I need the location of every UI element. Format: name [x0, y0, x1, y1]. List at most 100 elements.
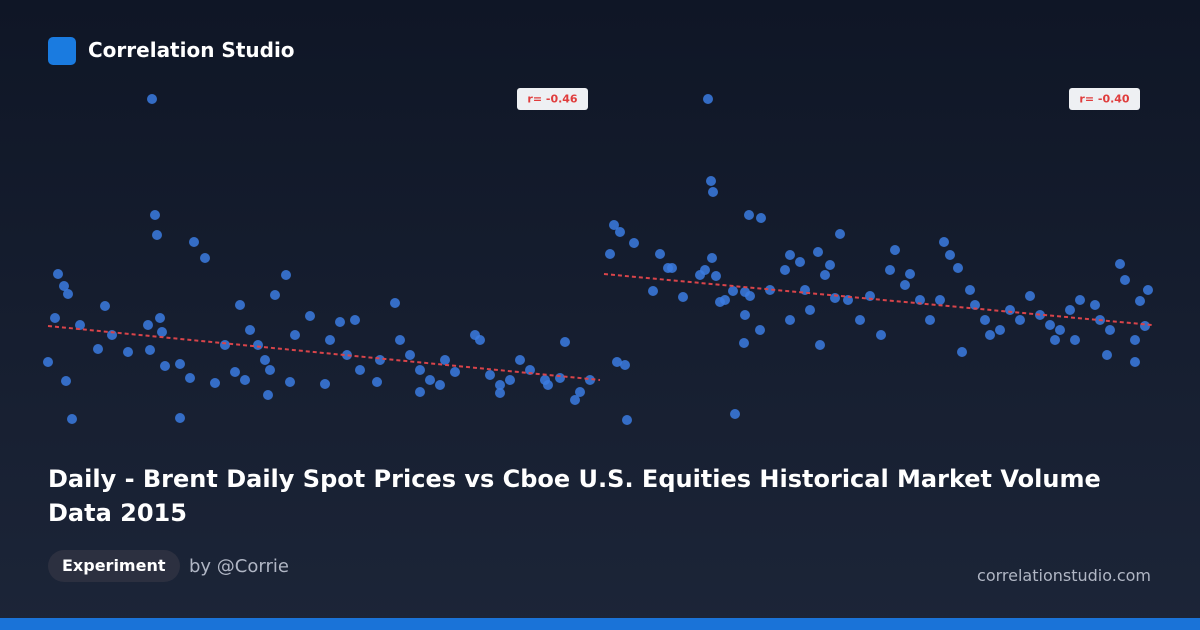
- title: Daily - Brent Daily Spot Prices vs Cboe …: [48, 465, 1101, 527]
- point: [1130, 335, 1140, 345]
- point: [935, 295, 945, 305]
- point: [925, 315, 935, 325]
- trend-line: [603, 273, 1153, 326]
- point: [575, 387, 585, 397]
- point: [93, 344, 103, 354]
- point: [270, 290, 280, 300]
- point: [63, 289, 73, 299]
- point: [495, 380, 505, 390]
- point: [155, 313, 165, 323]
- point: [143, 320, 153, 330]
- point: [375, 355, 385, 365]
- point: [965, 285, 975, 295]
- point: [415, 365, 425, 375]
- point: [795, 257, 805, 267]
- point: [405, 350, 415, 360]
- point: [175, 413, 185, 423]
- point: [1115, 259, 1125, 269]
- badge[interactable]: Experiment: [48, 550, 180, 582]
- point: [285, 377, 295, 387]
- point: [755, 325, 765, 335]
- r-badge: [1069, 88, 1140, 110]
- point: [185, 373, 195, 383]
- point: [152, 230, 162, 240]
- point: [785, 315, 795, 325]
- point: [450, 367, 460, 377]
- point: [939, 237, 949, 247]
- point: [970, 300, 980, 310]
- point: [785, 250, 795, 260]
- point: [708, 187, 718, 197]
- point: [780, 265, 790, 275]
- point: [505, 375, 515, 385]
- point: [700, 265, 710, 275]
- point: [515, 355, 525, 365]
- point: [100, 301, 110, 311]
- point: [945, 250, 955, 260]
- point: [678, 292, 688, 302]
- point: [1070, 335, 1080, 345]
- point: [485, 370, 495, 380]
- point: [235, 300, 245, 310]
- point: [175, 359, 185, 369]
- brand: Correlation Studio: [88, 38, 295, 62]
- point: [835, 229, 845, 239]
- point: [342, 350, 352, 360]
- point: [157, 327, 167, 337]
- point: [1143, 285, 1153, 295]
- point: [765, 285, 775, 295]
- point: [703, 94, 713, 104]
- point: [67, 414, 77, 424]
- point: [667, 263, 677, 273]
- point: [560, 337, 570, 347]
- site[interactable]: correlationstudio.com: [977, 566, 1151, 585]
- point: [855, 315, 865, 325]
- point: [707, 253, 717, 263]
- point: [585, 375, 595, 385]
- point: [355, 365, 365, 375]
- point: [740, 310, 750, 320]
- point: [425, 375, 435, 385]
- point: [622, 415, 632, 425]
- point: [1130, 357, 1140, 367]
- point: [440, 355, 450, 365]
- point: [305, 311, 315, 321]
- point: [1065, 305, 1075, 315]
- point: [325, 335, 335, 345]
- point: [150, 210, 160, 220]
- point: [435, 380, 445, 390]
- point: [1050, 335, 1060, 345]
- point: [876, 330, 886, 340]
- r-badge: [517, 88, 588, 110]
- point: [335, 317, 345, 327]
- point: [75, 320, 85, 330]
- point: [123, 347, 133, 357]
- point: [711, 271, 721, 281]
- point: [745, 291, 755, 301]
- r-label: r= -0.46: [527, 93, 578, 106]
- point: [1135, 296, 1145, 306]
- point: [756, 213, 766, 223]
- point: [957, 347, 967, 357]
- point: [281, 270, 291, 280]
- point: [145, 345, 155, 355]
- point: [720, 295, 730, 305]
- point: [1102, 350, 1112, 360]
- point: [648, 286, 658, 296]
- point: [475, 335, 485, 345]
- point: [290, 330, 300, 340]
- point: [728, 286, 738, 296]
- point: [995, 325, 1005, 335]
- point: [953, 263, 963, 273]
- point: [905, 269, 915, 279]
- point: [200, 253, 210, 263]
- point: [915, 295, 925, 305]
- point: [253, 340, 263, 350]
- footer-bar: [0, 618, 1200, 630]
- point: [655, 249, 665, 259]
- point: [1105, 325, 1115, 335]
- point: [320, 379, 330, 389]
- point: [240, 375, 250, 385]
